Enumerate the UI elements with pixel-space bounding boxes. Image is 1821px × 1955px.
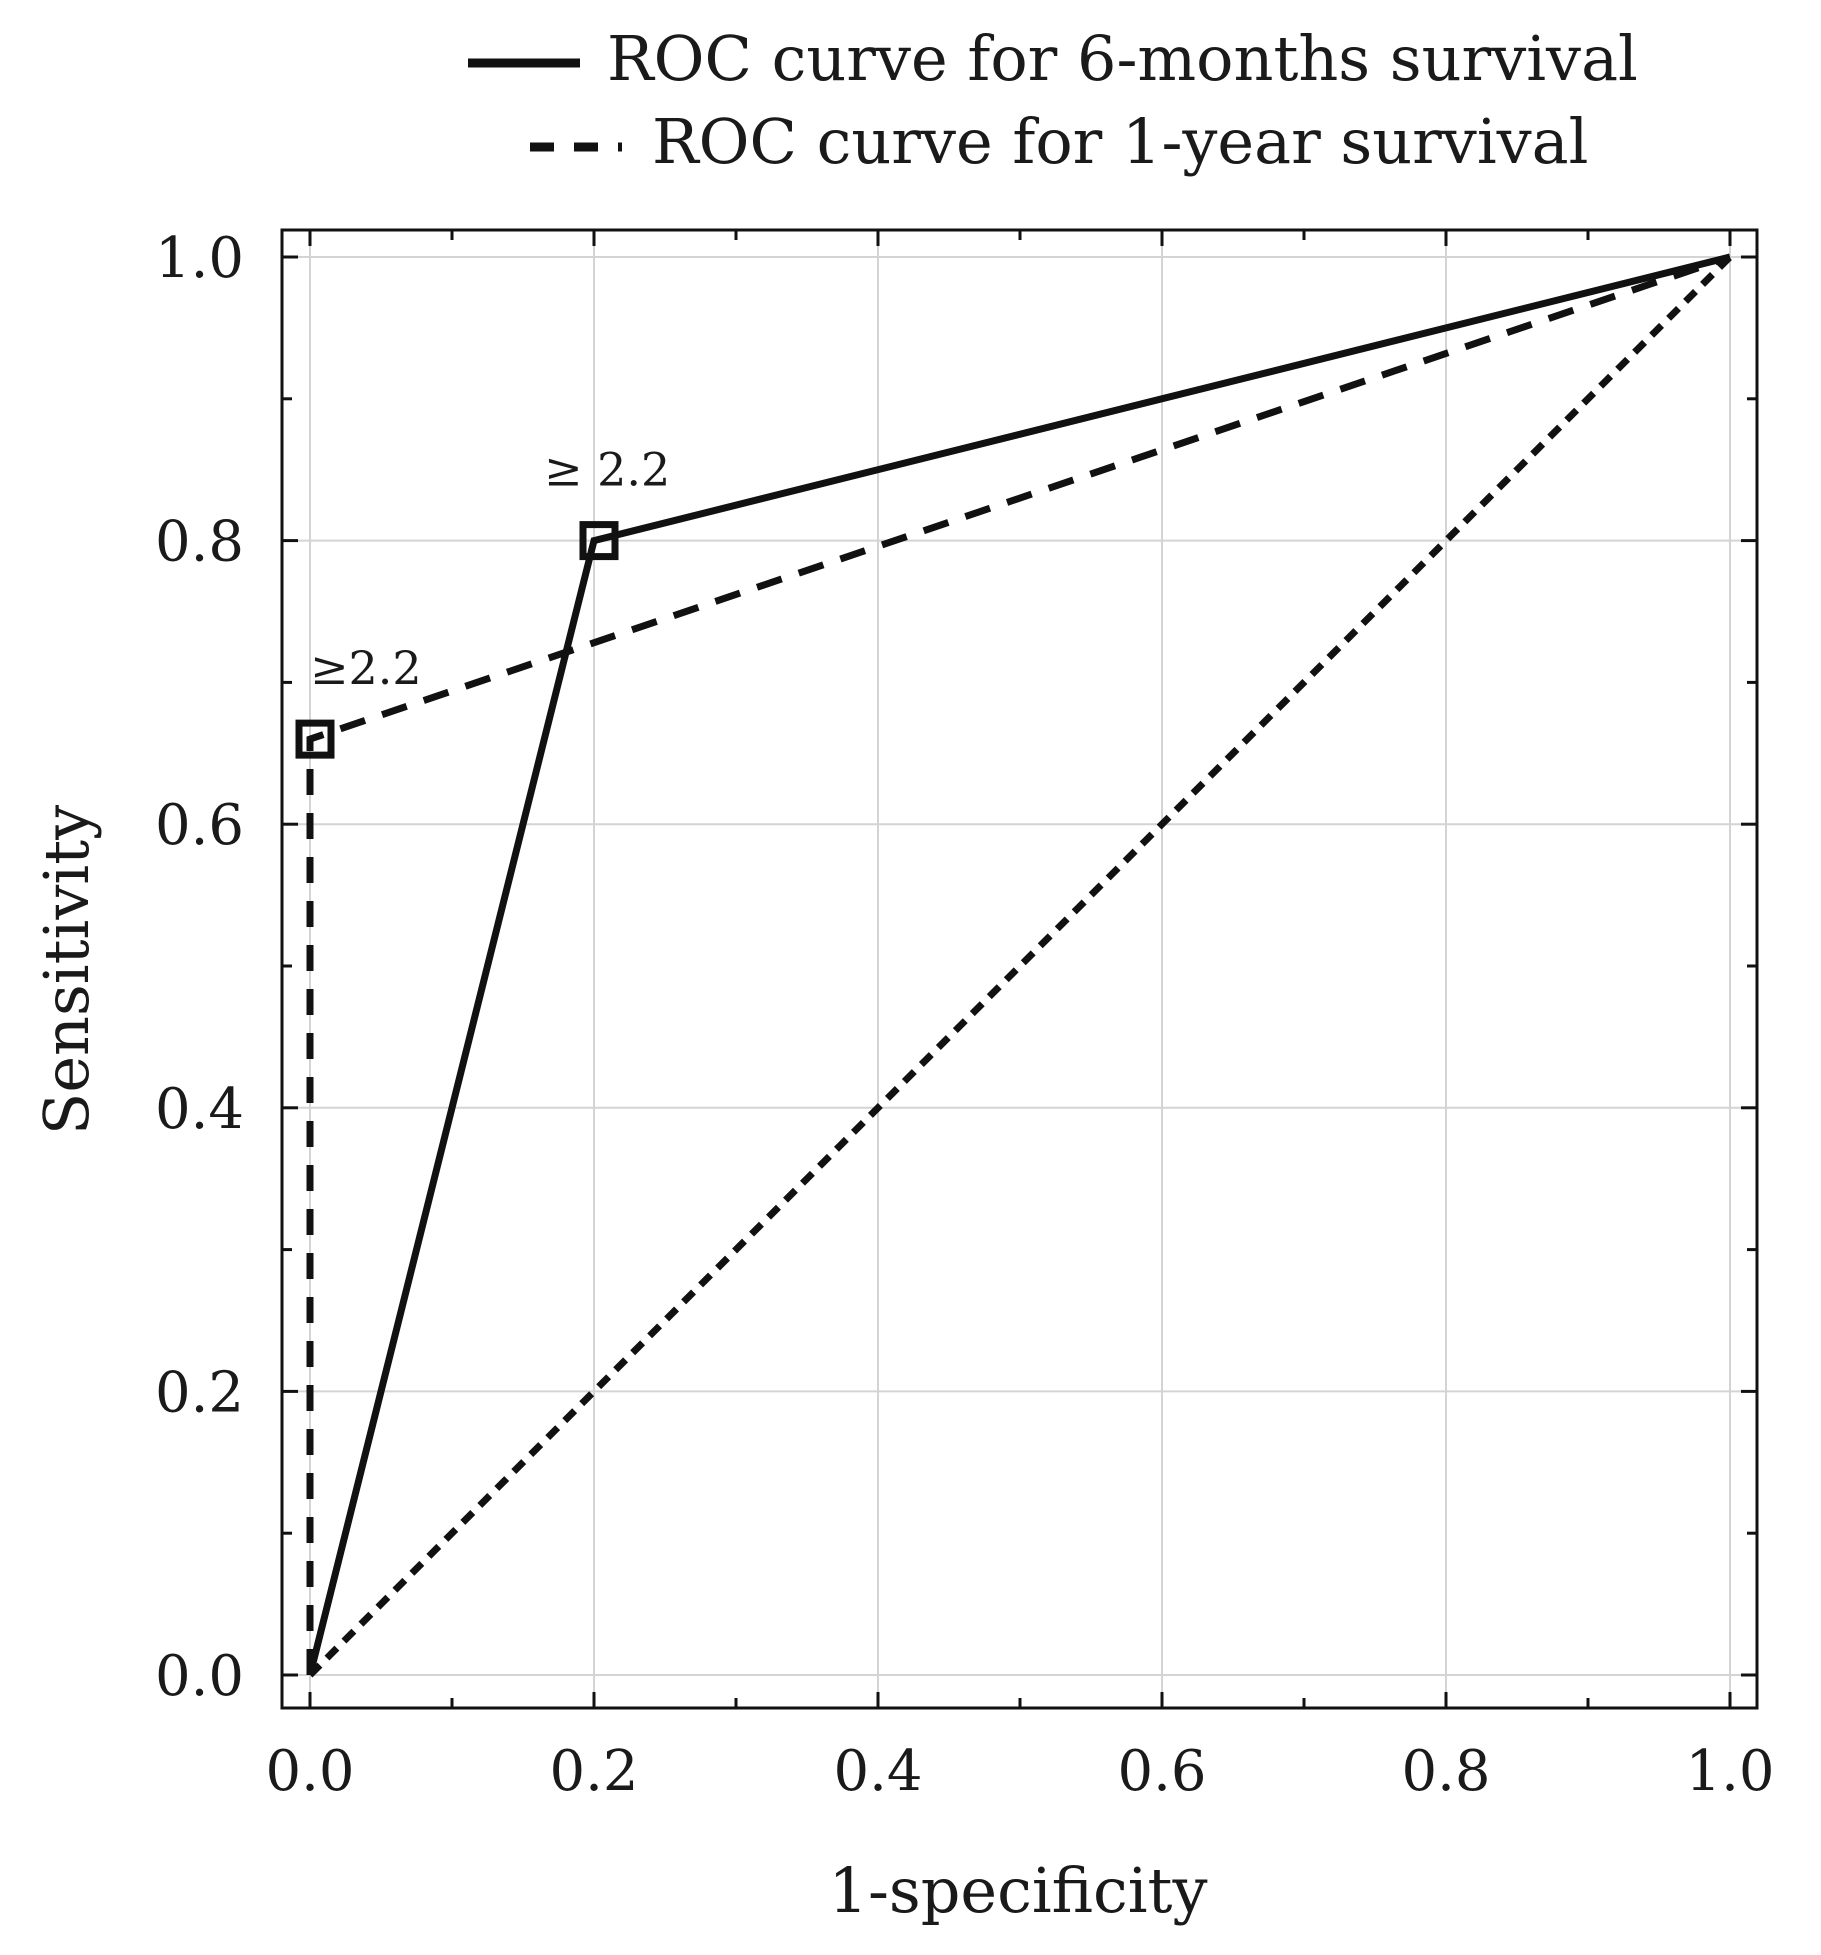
reference-diagonal (307, 254, 1733, 1678)
y-tick-label: 1.0 (155, 226, 244, 291)
x-tick-label: 0.0 (265, 1739, 354, 1804)
ticks (282, 230, 1757, 1708)
y-tick-label: 0.6 (155, 793, 244, 858)
x-tick-label: 0.8 (1401, 1739, 1490, 1804)
y-axis-title: Sensitivity (30, 805, 103, 1135)
x-tick-label: 1.0 (1685, 1739, 1774, 1804)
x-tick-label: 0.6 (1117, 1739, 1206, 1804)
y-tick-label: 0.8 (155, 510, 244, 575)
x-tick-label: 0.4 (833, 1739, 922, 1804)
series (306, 253, 1733, 1678)
y-tick-label: 0.0 (155, 1644, 244, 1709)
cutoff-annotation: ≥2.2 (310, 641, 422, 695)
roc-curve-1-year (306, 253, 1732, 1675)
cutoff-marker (295, 719, 335, 759)
y-tick-label: 0.4 (155, 1077, 244, 1142)
tick-labels: 0.0 0.2 0.4 0.6 0.8 1.0 0.0 0.2 0.4 0.6 0.8 1.0 (155, 226, 1775, 1804)
y-tick-label: 0.2 (155, 1360, 244, 1425)
legend: ROC curve for 6-months survival ROC curv… (468, 22, 1638, 178)
x-axis-title: 1-specificity (829, 1854, 1208, 1927)
markers (295, 521, 619, 759)
cutoff-marker (579, 521, 619, 561)
roc-curve-6-months (306, 253, 1731, 1676)
x-tick-label: 0.2 (549, 1739, 638, 1804)
cutoff-annotation: ≥ 2.2 (544, 443, 670, 497)
legend-label-6-months: ROC curve for 6-months survival (607, 22, 1638, 95)
legend-label-1-year: ROC curve for 1-year survival (652, 105, 1588, 178)
annotations: ≥ 2.2 ≥2.2 (310, 443, 670, 696)
